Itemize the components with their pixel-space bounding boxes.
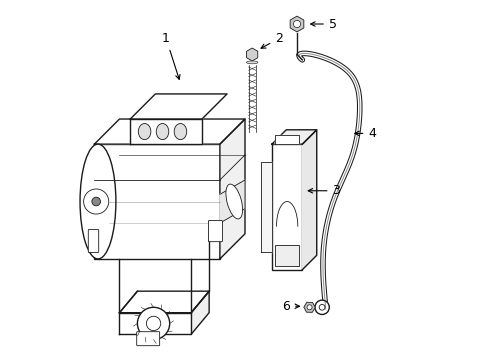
Polygon shape xyxy=(120,291,209,313)
Circle shape xyxy=(315,300,329,315)
Polygon shape xyxy=(130,94,227,119)
FancyBboxPatch shape xyxy=(88,229,98,252)
Ellipse shape xyxy=(174,123,187,140)
Text: 1: 1 xyxy=(162,32,180,79)
Polygon shape xyxy=(220,119,245,259)
FancyBboxPatch shape xyxy=(275,244,299,266)
Text: 2: 2 xyxy=(261,32,283,48)
Circle shape xyxy=(294,21,300,28)
Polygon shape xyxy=(120,313,191,334)
Circle shape xyxy=(92,197,100,206)
Ellipse shape xyxy=(246,61,258,64)
Ellipse shape xyxy=(156,123,169,140)
FancyBboxPatch shape xyxy=(137,332,160,346)
Ellipse shape xyxy=(147,316,161,330)
Polygon shape xyxy=(191,291,209,334)
Ellipse shape xyxy=(80,144,116,259)
Polygon shape xyxy=(130,119,202,144)
Ellipse shape xyxy=(137,307,170,339)
Circle shape xyxy=(307,305,312,310)
FancyBboxPatch shape xyxy=(95,144,220,259)
Text: 5: 5 xyxy=(311,18,337,31)
Ellipse shape xyxy=(138,123,151,140)
Polygon shape xyxy=(95,119,245,144)
Polygon shape xyxy=(275,135,299,144)
Polygon shape xyxy=(302,130,317,270)
Text: 3: 3 xyxy=(308,184,341,197)
Ellipse shape xyxy=(226,184,243,219)
FancyBboxPatch shape xyxy=(208,221,222,242)
Text: 6: 6 xyxy=(282,300,299,313)
Circle shape xyxy=(319,305,325,310)
Polygon shape xyxy=(272,130,317,144)
Polygon shape xyxy=(261,162,272,252)
Polygon shape xyxy=(220,180,245,223)
FancyBboxPatch shape xyxy=(272,144,302,270)
Circle shape xyxy=(84,189,109,214)
Text: 4: 4 xyxy=(355,127,376,140)
